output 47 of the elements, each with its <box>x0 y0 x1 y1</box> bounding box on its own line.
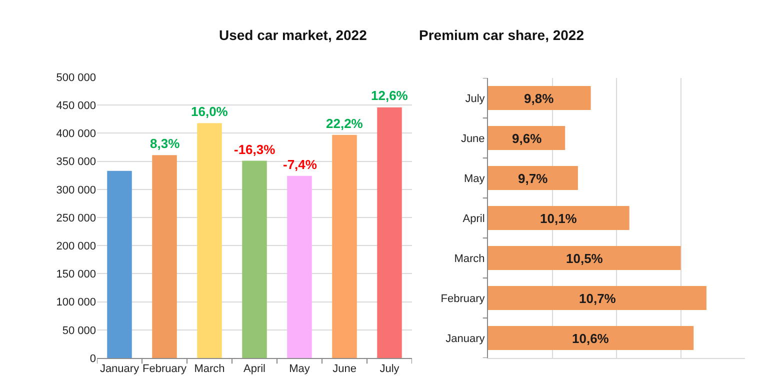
data-label: 10,5% <box>566 251 604 266</box>
chart-title: Used car market, 2022 <box>219 27 368 43</box>
y-tick-label: April <box>462 212 485 225</box>
y-tick-label: 150 000 <box>56 268 96 281</box>
bar <box>107 170 132 358</box>
bar <box>242 160 267 358</box>
y-tick-label: May <box>464 172 486 185</box>
y-tick-label: June <box>460 132 485 145</box>
y-tick-label: 300 000 <box>56 184 96 196</box>
annotation: 8,3% <box>150 136 180 151</box>
y-tick-label: January <box>446 332 486 345</box>
bar <box>332 134 357 358</box>
data-label: 9,6% <box>512 131 542 146</box>
x-tick-label: June <box>332 363 356 376</box>
y-tick-label: 450 000 <box>56 100 96 112</box>
y-tick-label: 500 000 <box>56 72 96 84</box>
x-tick-label: February <box>142 363 187 376</box>
x-tick-label: April <box>243 363 266 376</box>
data-label: 10,1% <box>540 211 578 226</box>
bar <box>197 123 222 358</box>
y-tick-label: July <box>465 92 486 105</box>
annotation: -16,3% <box>234 142 276 157</box>
annotation: 22,2% <box>326 116 364 131</box>
y-tick-label: March <box>454 252 485 265</box>
y-tick-label: 50 000 <box>62 324 96 337</box>
annotation: 16,0% <box>191 104 228 119</box>
annotation: -7,4% <box>283 157 318 172</box>
data-label: 9,7% <box>518 171 548 186</box>
y-tick-label: 350 000 <box>56 156 96 168</box>
data-label: 10,7% <box>579 291 616 306</box>
x-tick-label: May <box>289 363 310 376</box>
bar <box>287 176 312 358</box>
x-tick-label: January <box>100 363 140 376</box>
chart-title: Premium car share, 2022 <box>419 27 584 43</box>
bar <box>152 155 177 358</box>
y-tick-label: 100 000 <box>56 296 96 309</box>
bar <box>377 107 402 358</box>
annotation: 12,6% <box>371 88 408 103</box>
y-tick-label: 0 <box>90 352 96 365</box>
data-label: 10,6% <box>572 331 610 346</box>
y-tick-label: February <box>440 292 486 305</box>
y-tick-label: 200 000 <box>56 240 96 252</box>
y-tick-label: 250 000 <box>56 212 96 224</box>
x-tick-label: July <box>380 363 400 376</box>
data-label: 9,8% <box>524 91 554 106</box>
x-tick-label: March <box>194 363 225 376</box>
y-tick-label: 400 000 <box>56 128 96 140</box>
